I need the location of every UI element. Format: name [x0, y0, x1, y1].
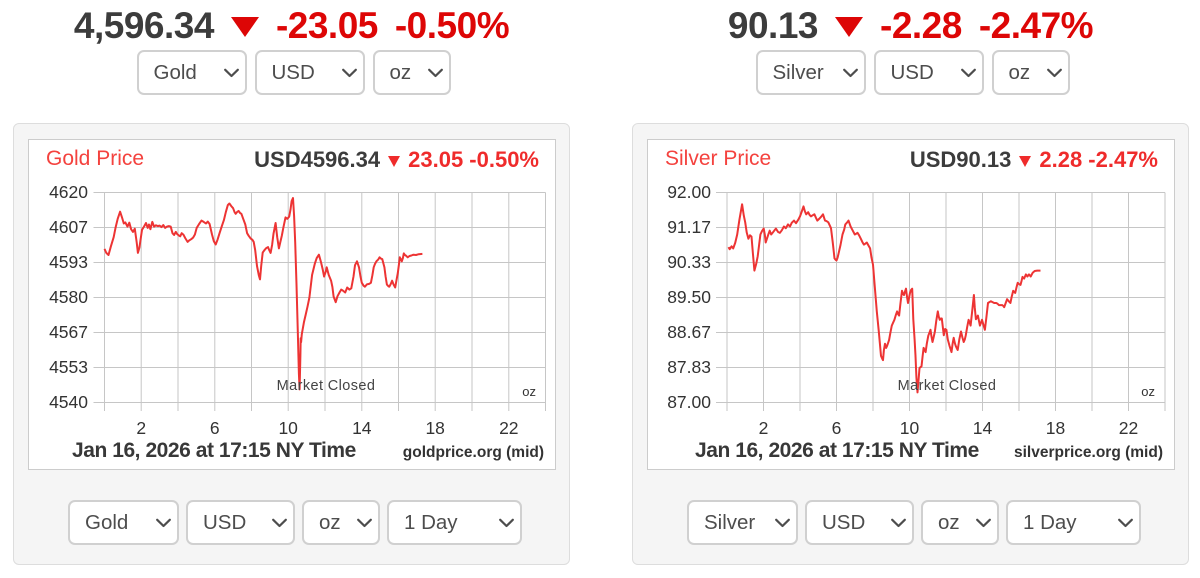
svg-text:4593: 4593 — [49, 252, 88, 272]
svg-text:4567: 4567 — [49, 322, 88, 342]
svg-text:88.67: 88.67 — [667, 322, 711, 342]
svg-text:92.00: 92.00 — [667, 182, 711, 202]
svg-text:18: 18 — [1046, 418, 1065, 438]
svg-text:22: 22 — [1119, 418, 1138, 438]
svg-text:2: 2 — [759, 418, 769, 438]
svg-text:oz: oz — [522, 384, 536, 399]
svg-text:6: 6 — [832, 418, 842, 438]
svg-text:22: 22 — [499, 418, 518, 438]
svg-text:89.50: 89.50 — [667, 287, 711, 307]
svg-text:Market Closed: Market Closed — [898, 378, 997, 394]
svg-text:14: 14 — [352, 418, 372, 438]
svg-text:18: 18 — [425, 418, 444, 438]
svg-text:4553: 4553 — [49, 357, 88, 377]
svg-text:10: 10 — [278, 418, 298, 438]
svg-text:10: 10 — [900, 418, 920, 438]
svg-text:14: 14 — [973, 418, 993, 438]
svg-text:Market Closed: Market Closed — [277, 378, 376, 394]
svg-text:4620: 4620 — [49, 182, 88, 202]
svg-text:oz: oz — [1141, 384, 1155, 399]
svg-text:87.00: 87.00 — [667, 392, 711, 412]
svg-text:87.83: 87.83 — [667, 357, 711, 377]
svg-text:4580: 4580 — [49, 287, 88, 307]
svg-text:6: 6 — [210, 418, 220, 438]
svg-text:91.17: 91.17 — [667, 217, 711, 237]
svg-text:2: 2 — [136, 418, 146, 438]
svg-text:90.33: 90.33 — [667, 252, 711, 272]
svg-text:4607: 4607 — [49, 217, 88, 237]
svg-text:4540: 4540 — [49, 392, 88, 412]
